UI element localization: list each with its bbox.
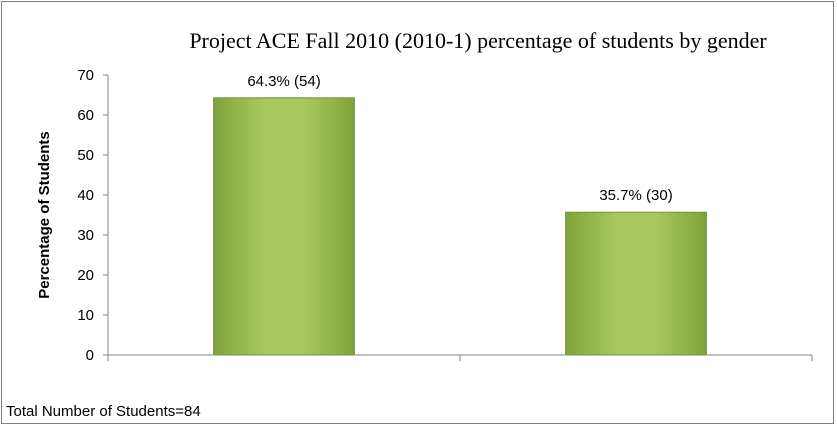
bars: 64.3% (54) 35.7% (30)	[213, 73, 707, 356]
bar-data-label: 64.3% (54)	[247, 73, 320, 90]
y-tick-label: 10	[77, 307, 94, 324]
bar-data-label: 35.7% (30)	[599, 187, 672, 204]
y-tick-label: 20	[77, 267, 94, 284]
y-tick-label: 30	[77, 227, 94, 244]
chart-title: Project ACE Fall 2010 (2010-1) percentag…	[189, 28, 767, 53]
y-axis-label: Percentage of Students	[36, 131, 53, 299]
y-tick-label: 0	[86, 347, 94, 364]
bar	[565, 211, 707, 356]
total-students-note: Total Number of Students=84	[6, 403, 201, 420]
bar	[213, 97, 355, 356]
y-tick-label: 60	[77, 107, 94, 124]
y-tick-label: 40	[77, 187, 94, 204]
y-tick-label: 50	[77, 147, 94, 164]
y-tick-label: 70	[77, 67, 94, 84]
